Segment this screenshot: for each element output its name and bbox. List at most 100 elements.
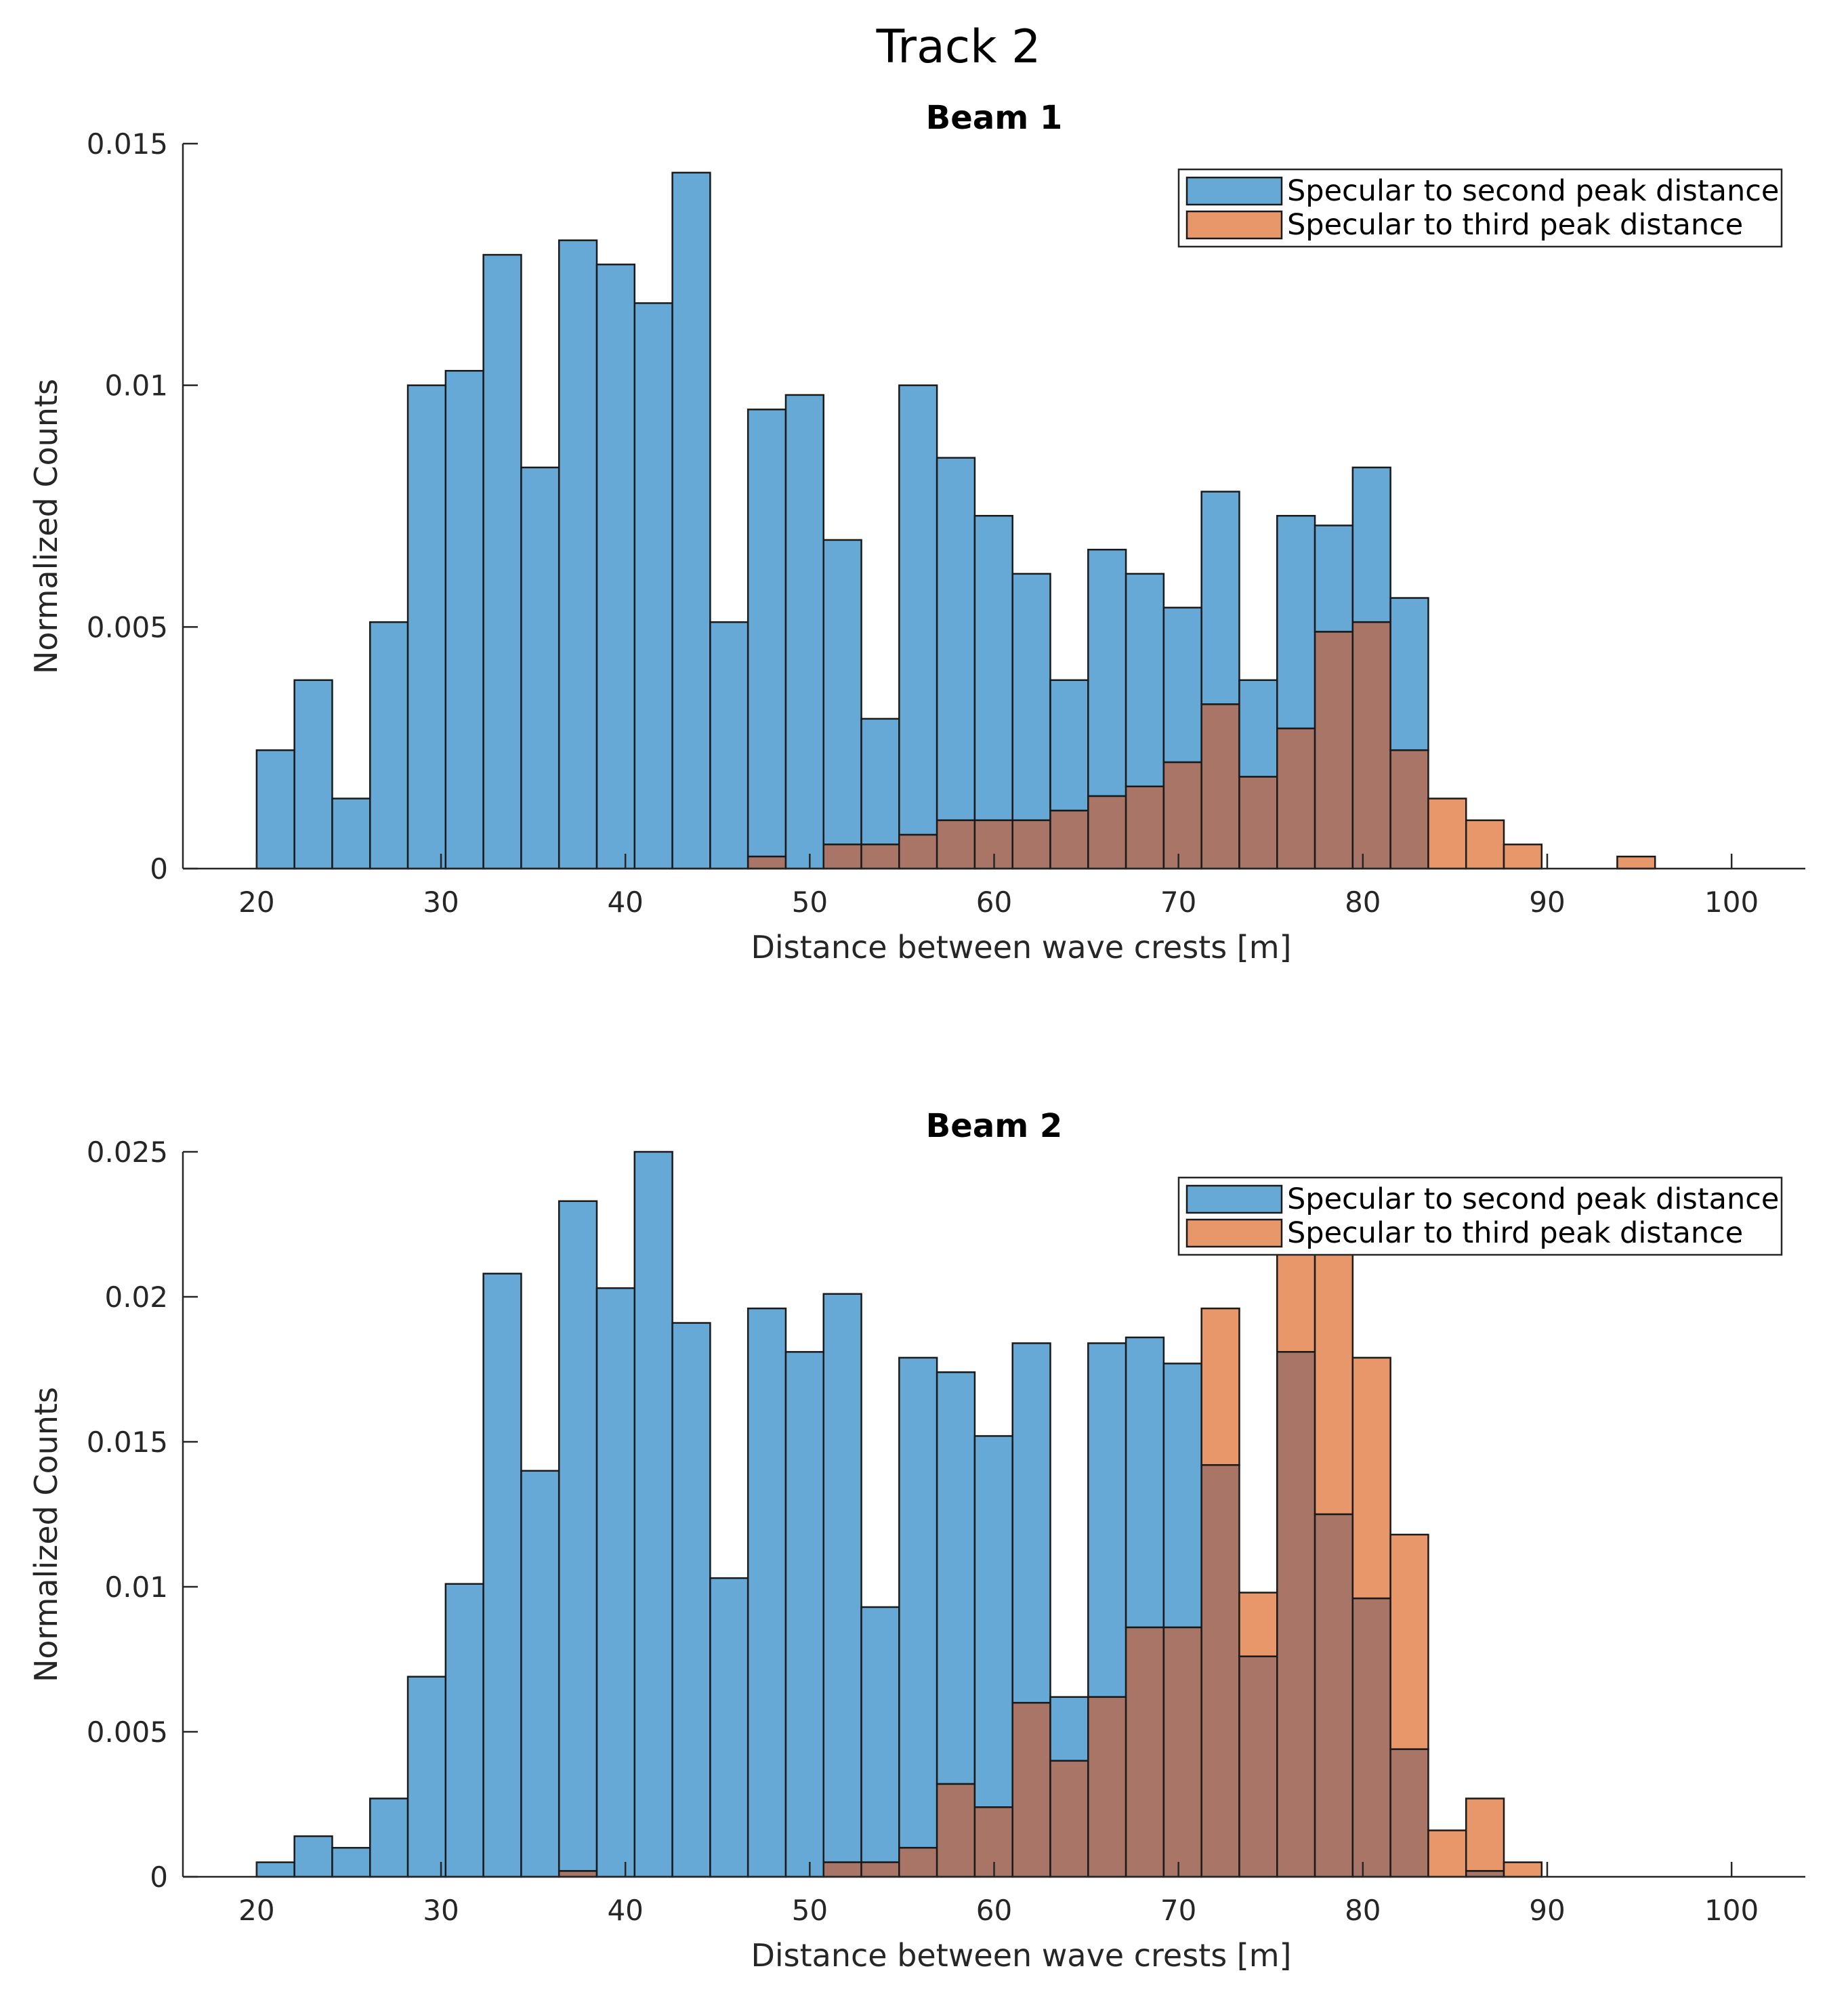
bar-second-peak bbox=[558, 1200, 598, 1872]
bar-second-peak bbox=[444, 370, 484, 870]
x-tick-label: 20 bbox=[238, 886, 274, 919]
legend: Specular to second peak distanceSpecular… bbox=[1177, 1176, 1783, 1256]
y-tick-label: 0 bbox=[150, 852, 168, 886]
x-axis-label: Distance between wave crests [m] bbox=[751, 1937, 1291, 1974]
bar-overlap bbox=[898, 1846, 938, 1878]
bar-overlap bbox=[898, 833, 938, 870]
bar-overlap bbox=[1238, 776, 1278, 870]
bar-overlap bbox=[936, 819, 976, 870]
bar-second-peak bbox=[255, 749, 295, 870]
x-axis-label: Distance between wave crests [m] bbox=[751, 929, 1291, 965]
bar-second-peak bbox=[558, 239, 598, 870]
bar-overlap bbox=[860, 844, 900, 870]
bar-second-peak bbox=[784, 394, 825, 870]
legend-label-third-peak: Specular to third peak distance bbox=[1287, 208, 1743, 242]
bar-second-peak bbox=[936, 457, 976, 821]
bar-overlap bbox=[747, 855, 787, 870]
bar-second-peak bbox=[1238, 679, 1278, 778]
x-tick-label: 20 bbox=[238, 1894, 274, 1927]
bar-second-peak bbox=[1389, 597, 1429, 751]
bar-second-peak bbox=[595, 264, 636, 870]
bar-second-peak bbox=[331, 1846, 371, 1878]
bar-overlap bbox=[1389, 1748, 1429, 1878]
bar-second-peak bbox=[822, 539, 862, 846]
y-tick-label: 0.01 bbox=[104, 1571, 168, 1604]
y-tick-label: 0.005 bbox=[87, 610, 168, 644]
bar-second-peak bbox=[255, 1861, 295, 1878]
bar-second-peak bbox=[369, 621, 409, 870]
bar-overlap bbox=[1351, 1597, 1391, 1878]
bar-second-peak bbox=[1162, 606, 1202, 764]
figure-title: Track 2 bbox=[876, 20, 1041, 74]
bar-third-peak bbox=[1427, 1829, 1467, 1878]
y-tick-label: 0.015 bbox=[87, 1426, 168, 1459]
bar-second-peak bbox=[1200, 491, 1240, 705]
bar-overlap bbox=[860, 1861, 900, 1878]
y-tick-label: 0.02 bbox=[104, 1281, 168, 1314]
bar-second-peak bbox=[444, 1583, 484, 1878]
bar-second-peak bbox=[1049, 1696, 1089, 1762]
bar-overlap bbox=[1049, 1760, 1089, 1878]
y-axis-label: Normalized Counts bbox=[28, 379, 64, 674]
y-tick-label: 0.015 bbox=[87, 127, 168, 161]
x-tick-label: 40 bbox=[607, 886, 643, 919]
bar-second-peak bbox=[898, 1356, 938, 1849]
x-tick-label: 70 bbox=[1160, 886, 1196, 919]
y-tick-label: 0 bbox=[150, 1861, 168, 1894]
bar-second-peak bbox=[973, 515, 1013, 821]
x-tick-label: 60 bbox=[976, 1894, 1012, 1927]
bar-second-peak bbox=[936, 1371, 976, 1785]
bar-third-peak bbox=[1465, 1798, 1505, 1872]
bar-overlap bbox=[1351, 621, 1391, 870]
bar-second-peak bbox=[1011, 573, 1051, 821]
bar-third-peak bbox=[1465, 819, 1505, 870]
x-tick-label: 40 bbox=[607, 1894, 643, 1927]
bar-second-peak bbox=[1162, 1363, 1202, 1629]
bar-third-peak bbox=[1314, 1229, 1354, 1516]
bar-overlap bbox=[1162, 1626, 1202, 1878]
bar-third-peak bbox=[1503, 1861, 1543, 1878]
bar-second-peak bbox=[898, 384, 938, 836]
bar-overlap bbox=[1011, 819, 1051, 870]
legend-swatch-second-peak bbox=[1185, 176, 1283, 206]
bar-second-peak bbox=[860, 1606, 900, 1863]
x-tick-label: 50 bbox=[792, 886, 828, 919]
y-tick-label: 0.025 bbox=[87, 1136, 168, 1169]
bar-second-peak bbox=[784, 1351, 825, 1878]
bar-third-peak bbox=[1427, 797, 1467, 870]
x-tick-label: 100 bbox=[1704, 886, 1759, 919]
bar-third-peak bbox=[1389, 1533, 1429, 1750]
bar-second-peak bbox=[293, 1835, 333, 1878]
bar-second-peak bbox=[747, 1307, 787, 1878]
bar-overlap bbox=[1162, 761, 1202, 870]
bar-overlap bbox=[1125, 785, 1165, 870]
bar-second-peak bbox=[1125, 573, 1165, 787]
bar-second-peak bbox=[1314, 524, 1354, 633]
x-tick-label: 30 bbox=[423, 1894, 459, 1927]
bar-second-peak bbox=[633, 1150, 673, 1878]
bar-second-peak bbox=[860, 718, 900, 846]
bar-second-peak bbox=[1276, 515, 1316, 730]
bar-second-peak bbox=[293, 679, 333, 870]
legend-label-second-peak: Specular to second peak distance bbox=[1287, 1182, 1779, 1216]
bar-second-peak bbox=[331, 797, 371, 870]
chart-title: Beam 1 bbox=[926, 99, 1063, 137]
bar-second-peak bbox=[671, 171, 711, 870]
bar-overlap bbox=[1087, 1696, 1127, 1878]
bar-overlap bbox=[936, 1783, 976, 1878]
histogram-beam-2: Beam 2 20 30 40 50 60 70 80 90 100 0 0.005 0.01 0.015… bbox=[28, 1107, 1805, 1974]
bar-overlap bbox=[1276, 727, 1316, 870]
bar-overlap bbox=[1238, 1655, 1278, 1878]
bar-second-peak bbox=[747, 409, 787, 858]
x-tick-label: 90 bbox=[1529, 886, 1565, 919]
bar-second-peak bbox=[406, 1676, 447, 1878]
bar-second-peak bbox=[671, 1322, 711, 1878]
bar-third-peak bbox=[1503, 844, 1543, 870]
bar-second-peak bbox=[369, 1798, 409, 1878]
bar-second-peak bbox=[709, 1577, 749, 1878]
bar-third-peak bbox=[1238, 1592, 1278, 1657]
y-axis-label: Normalized Counts bbox=[28, 1387, 64, 1682]
x-tick-label: 50 bbox=[792, 1894, 828, 1927]
bar-second-peak bbox=[822, 1293, 862, 1863]
bar-second-peak bbox=[1087, 548, 1127, 797]
